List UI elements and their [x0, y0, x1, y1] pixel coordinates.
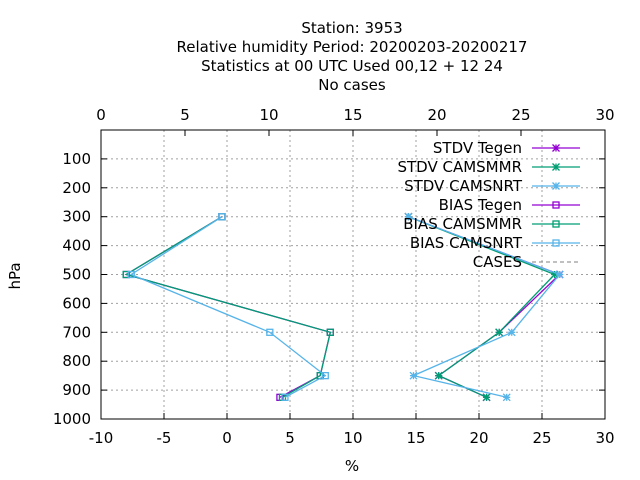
- series-line: [129, 216, 327, 398]
- x2-tick-label: 25: [511, 106, 530, 124]
- x2-tick-label: 5: [180, 106, 190, 124]
- series-2: [404, 212, 564, 402]
- y-axis-label: hPa: [6, 262, 24, 289]
- y-tick-label: 300: [62, 208, 91, 226]
- series-line: [124, 216, 332, 398]
- data-point: [552, 163, 560, 171]
- title-line-1: Station: 3953: [301, 19, 402, 37]
- y-tick-label: 1000: [53, 410, 91, 428]
- legend-label: STDV CAMSMMR: [397, 158, 522, 176]
- legend-entry: CASES: [473, 253, 580, 271]
- data-point: [552, 201, 560, 209]
- y-tick-label: 800: [62, 352, 91, 370]
- series-5: [127, 213, 329, 401]
- legend-label: STDV CAMSNRT: [404, 177, 523, 195]
- legend-label: BIAS CAMSNRT: [410, 234, 523, 252]
- legend-entry: STDV CAMSNRT: [404, 177, 580, 195]
- y-tick-label: 700: [62, 323, 91, 341]
- legend-entry: BIAS Tegen: [439, 196, 580, 214]
- data-point: [122, 270, 130, 279]
- legend-label: STDV Tegen: [433, 139, 522, 157]
- y-tick-label: 200: [62, 179, 91, 197]
- legend-label: CASES: [473, 253, 522, 271]
- x-tick-label: -10: [89, 429, 114, 447]
- legend-entry: BIAS CAMSNRT: [410, 234, 580, 252]
- title-line-3: Statistics at 00 UTC Used 00,12 + 12 24: [201, 57, 503, 75]
- grid: [101, 130, 605, 419]
- data-point: [502, 393, 511, 402]
- data-point: [404, 212, 413, 221]
- data-point: [218, 213, 226, 221]
- legend-entry: STDV Tegen: [433, 139, 580, 157]
- x-tick-label: 15: [406, 429, 425, 447]
- data-point: [552, 182, 560, 190]
- legend-label: BIAS CAMSMMR: [403, 215, 522, 233]
- y-tick-label: 500: [62, 266, 91, 284]
- title-line-2: Relative humidity Period: 20200203-20200…: [177, 38, 528, 56]
- y-tick-label: 600: [62, 294, 91, 312]
- x-axis-label: %: [345, 457, 359, 475]
- data-point: [281, 393, 289, 401]
- x-tick-label: 30: [595, 429, 614, 447]
- x-tick-label: 20: [469, 429, 488, 447]
- series-4: [122, 213, 334, 401]
- data-point: [555, 270, 564, 279]
- y-tick-label: 400: [62, 237, 91, 255]
- x2-tick-label: 0: [96, 106, 106, 124]
- data-point: [326, 328, 334, 336]
- axis-ticks: -10 -5 0 5 10 15 20 25 300 5 10 15 20 25 3010020030040…: [53, 106, 615, 447]
- data-point: [434, 371, 443, 380]
- legend-label: BIAS Tegen: [439, 196, 522, 214]
- data-point: [127, 270, 135, 279]
- x2-tick-label: 15: [343, 106, 362, 124]
- data-point: [507, 328, 516, 337]
- y-tick-label: 900: [62, 381, 91, 399]
- legend-entry: BIAS CAMSMMR: [403, 215, 580, 233]
- data-point: [552, 239, 560, 247]
- legend-entry: STDV CAMSMMR: [397, 158, 580, 176]
- data-point: [266, 328, 274, 336]
- data-point: [552, 220, 560, 228]
- data-point: [552, 144, 560, 152]
- x2-tick-label: 20: [427, 106, 446, 124]
- series-layer: [122, 212, 564, 402]
- x2-tick-label: 30: [595, 106, 614, 124]
- chart-title: Station: 3953 Relative humidity Period: …: [177, 19, 528, 94]
- x-tick-label: 25: [532, 429, 551, 447]
- title-line-4: No cases: [318, 76, 386, 94]
- y-tick-label: 100: [62, 150, 91, 168]
- x-tick-label: 10: [343, 429, 362, 447]
- series-3: [122, 213, 334, 401]
- data-point: [495, 328, 504, 337]
- x-tick-label: 5: [285, 429, 295, 447]
- x-tick-label: 0: [222, 429, 232, 447]
- data-point: [409, 371, 418, 380]
- x-tick-label: -5: [157, 429, 172, 447]
- data-point: [321, 371, 329, 380]
- data-point: [482, 393, 491, 402]
- x2-tick-label: 10: [259, 106, 278, 124]
- series-line: [124, 216, 332, 398]
